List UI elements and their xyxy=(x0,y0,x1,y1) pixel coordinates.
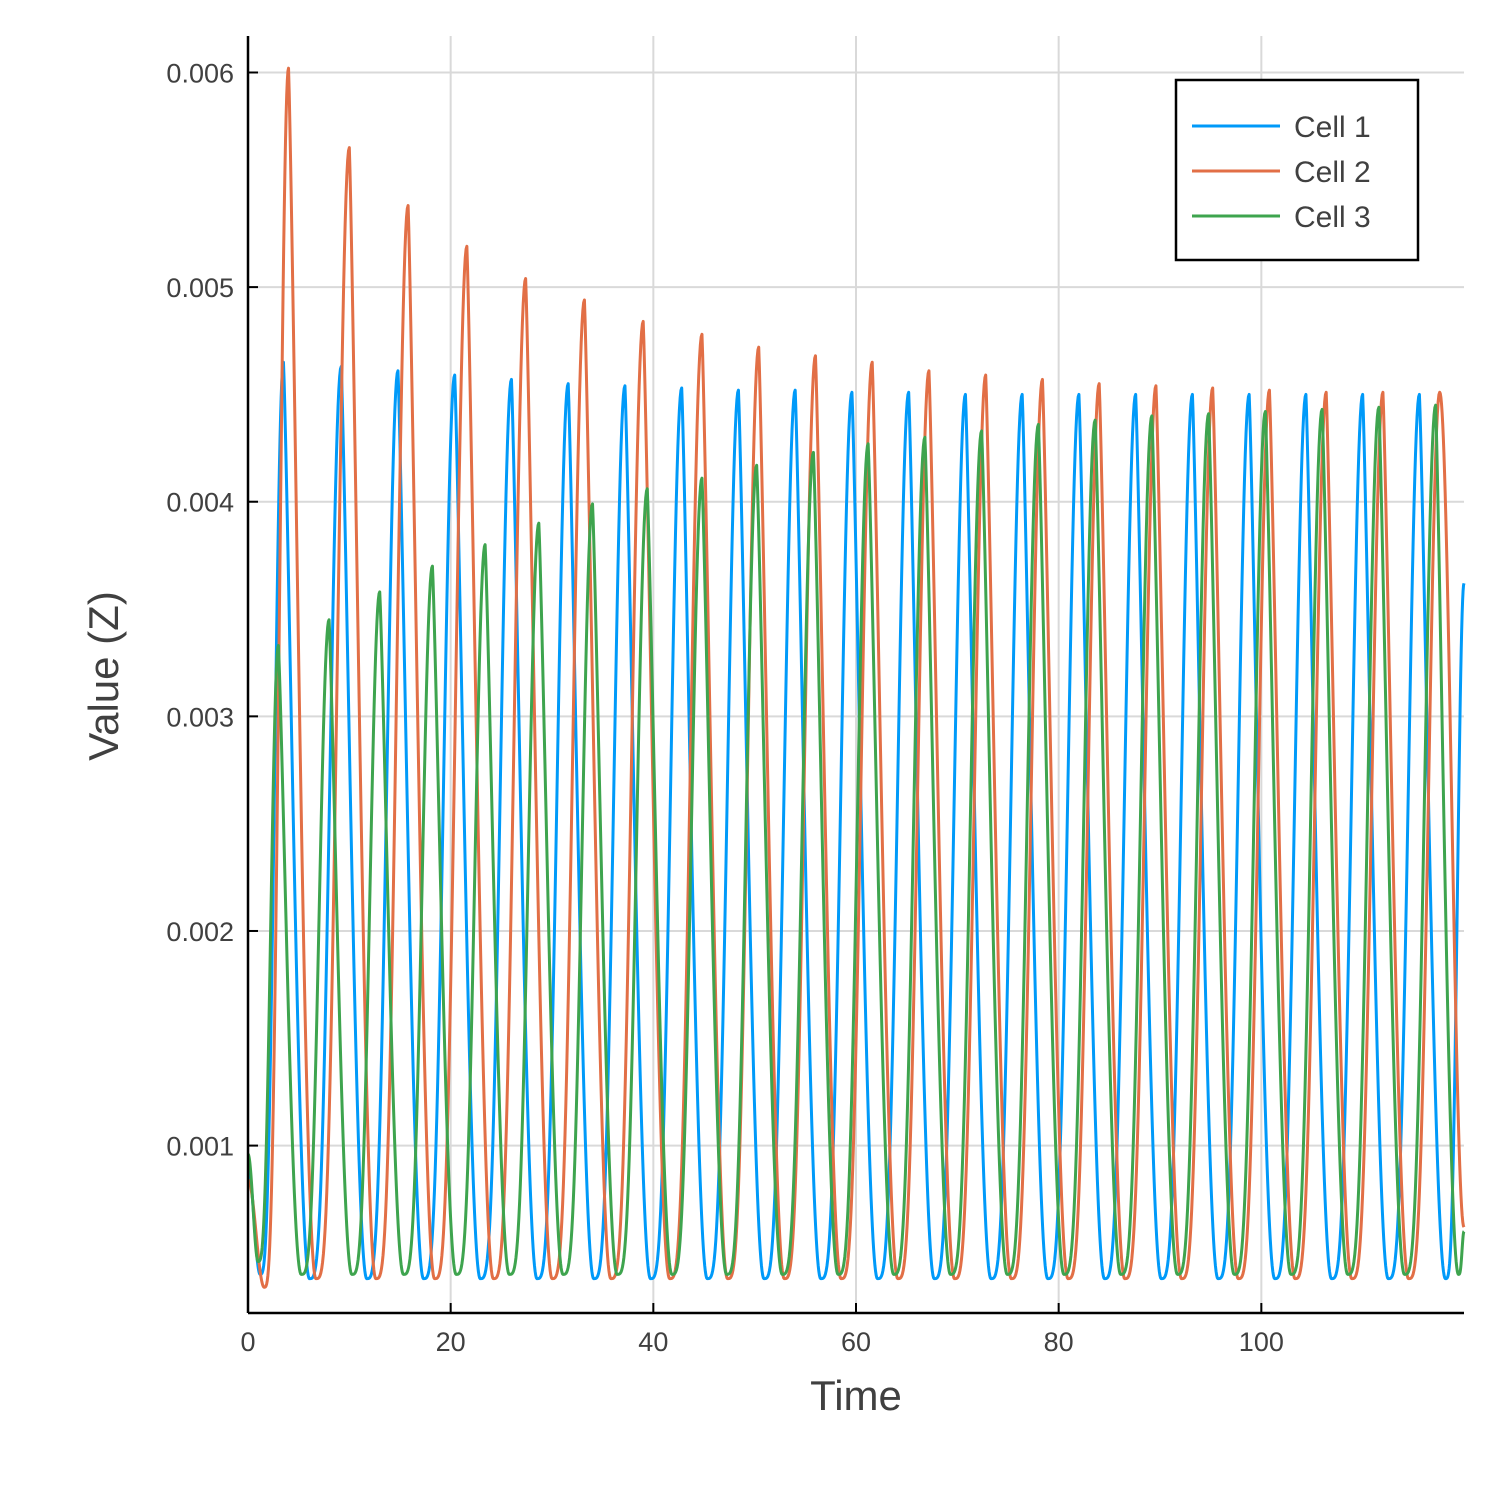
legend-label-cell-3: Cell 3 xyxy=(1294,201,1371,234)
legend-label-cell-2: Cell 2 xyxy=(1294,156,1371,189)
y-tick-label: 0.005 xyxy=(166,273,234,303)
series-line-cell-1 xyxy=(246,360,1466,1281)
series-line-cell-2 xyxy=(246,66,1466,1289)
y-tick-label: 0.003 xyxy=(166,702,234,732)
x-tick-label: 40 xyxy=(638,1327,668,1357)
x-tick-label: 100 xyxy=(1239,1327,1284,1357)
y-axis-title: Value (Z) xyxy=(80,591,127,761)
y-tick-label: 0.004 xyxy=(166,488,234,518)
y-tick-label: 0.002 xyxy=(166,917,234,947)
x-tick-label: 80 xyxy=(1044,1327,1074,1357)
x-axis-ticks: 0 20 40 60 80 100 xyxy=(240,1303,1284,1357)
legend-label-cell-1: Cell 1 xyxy=(1294,111,1371,144)
x-axis-title: Time xyxy=(810,1372,902,1419)
plot-area xyxy=(246,66,1466,1289)
legend: Cell 1 Cell 2 Cell 3 xyxy=(1174,78,1420,262)
x-tick-label: 60 xyxy=(841,1327,871,1357)
y-tick-label: 0.006 xyxy=(166,58,234,88)
y-axis-ticks: 0.001 0.002 0.003 0.004 0.005 0.006 xyxy=(166,58,258,1162)
y-tick-label: 0.001 xyxy=(166,1132,234,1162)
series-line-cell-3 xyxy=(246,403,1466,1276)
x-tick-label: 0 xyxy=(240,1327,255,1357)
x-tick-label: 20 xyxy=(436,1327,466,1357)
